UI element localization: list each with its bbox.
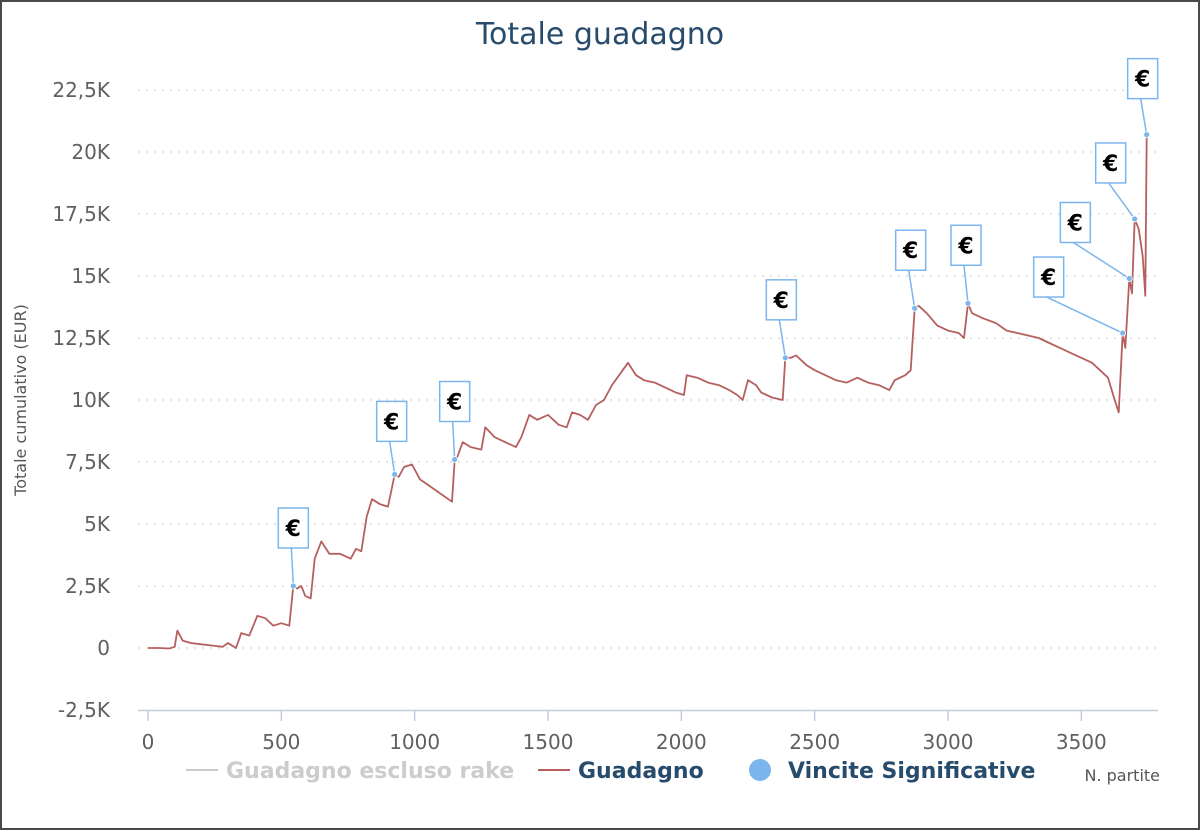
euro-symbol: € bbox=[773, 289, 789, 314]
flag-stem bbox=[388, 441, 396, 475]
y-tick-label: 22,5K bbox=[52, 78, 111, 102]
flag-stem bbox=[907, 270, 916, 309]
euro-symbol: € bbox=[902, 239, 918, 264]
x-tick-label: 3000 bbox=[923, 730, 974, 754]
flag-box bbox=[1032, 256, 1065, 298]
marker-point bbox=[1143, 131, 1151, 139]
flag-box bbox=[894, 229, 927, 271]
chart-title: Totale guadagno bbox=[475, 17, 724, 52]
legend-label: Guadagno bbox=[578, 759, 704, 784]
flag-box bbox=[438, 380, 471, 423]
x-tick-label: 2000 bbox=[656, 730, 707, 754]
y-tick-label: 15K bbox=[71, 264, 110, 288]
legend-symbol bbox=[749, 759, 771, 781]
y-tick-label: 12,5K bbox=[52, 326, 111, 350]
euro-symbol: € bbox=[957, 234, 973, 259]
y-tick-label: 5K bbox=[84, 512, 111, 536]
marker-point bbox=[451, 456, 459, 463]
significant-win-flag[interactable]: € bbox=[1059, 201, 1133, 282]
euro-symbol: € bbox=[1067, 211, 1083, 236]
legend-label: Vincite Significative bbox=[788, 759, 1035, 784]
significant-win-flag[interactable]: € bbox=[950, 224, 982, 307]
grid-lines bbox=[138, 89, 1158, 649]
flag-stem bbox=[1139, 98, 1148, 135]
significant-win-flag[interactable]: € bbox=[1126, 57, 1159, 139]
legend-item[interactable]: Guadagno bbox=[538, 759, 704, 784]
y-tick-label: 10K bbox=[71, 388, 110, 412]
flag-box bbox=[1059, 201, 1092, 244]
significant-win-flag[interactable]: € bbox=[277, 507, 310, 590]
x-tick-label: 0 bbox=[142, 730, 155, 754]
y-axis-ticks: -2,5K 0 2,5K 5K 7,5K 10K 12,5K 15K 17,5K 20K 22,5K bbox=[52, 78, 111, 722]
marker-point bbox=[781, 354, 789, 362]
flag-stem bbox=[778, 319, 787, 358]
flag-stem bbox=[963, 265, 969, 304]
y-tick-label: 17,5K bbox=[52, 202, 111, 226]
legend-label: Guadagno escluso rake bbox=[226, 759, 514, 784]
euro-symbol: € bbox=[1040, 266, 1056, 291]
marker-point bbox=[911, 304, 919, 312]
x-tick-label: 500 bbox=[262, 730, 300, 754]
x-tick-label: 1500 bbox=[523, 730, 574, 754]
x-axis-ticks: 0 500 1000 1500 2000 2500 3000 3500 bbox=[138, 709, 1158, 754]
flag-stem bbox=[1108, 182, 1136, 220]
marker-point bbox=[1125, 275, 1133, 282]
flag-stem bbox=[451, 421, 456, 460]
flag-box bbox=[950, 224, 982, 267]
marker-point bbox=[964, 299, 972, 307]
y-axis-label: Totale cumulativo (EUR) bbox=[11, 304, 30, 497]
x-tick-label: 3500 bbox=[1056, 730, 1107, 754]
marker-point bbox=[391, 470, 399, 478]
significant-win-flag[interactable]: € bbox=[765, 279, 798, 362]
markers-layer: € € € € € € € € € € bbox=[277, 57, 1159, 590]
y-tick-label: 0 bbox=[97, 636, 110, 660]
flag-stem bbox=[290, 547, 295, 587]
significant-win-flag[interactable]: € bbox=[1094, 142, 1139, 223]
significant-win-flag[interactable]: € bbox=[1032, 256, 1127, 337]
flag-box bbox=[277, 507, 310, 549]
significant-win-flag[interactable]: € bbox=[375, 400, 408, 478]
significant-win-flag[interactable]: € bbox=[438, 380, 471, 463]
euro-symbol: € bbox=[1102, 152, 1118, 177]
legend[interactable]: Guadagno escluso rake Guadagno Vincite Sig… bbox=[186, 759, 1035, 784]
y-tick-label: -2,5K bbox=[58, 698, 111, 722]
y-tick-label: 20K bbox=[71, 140, 110, 164]
y-tick-label: 7,5K bbox=[65, 450, 111, 474]
x-tick-label: 2500 bbox=[789, 730, 840, 754]
legend-item[interactable]: Vincite Significative bbox=[749, 759, 1035, 784]
flag-box bbox=[375, 400, 408, 443]
flag-box bbox=[1126, 57, 1159, 100]
marker-point bbox=[1131, 215, 1139, 223]
x-tick-label: 1000 bbox=[389, 730, 440, 754]
flag-stem bbox=[1046, 296, 1123, 334]
euro-symbol: € bbox=[383, 410, 399, 435]
flag-stem bbox=[1072, 241, 1130, 280]
legend-item[interactable]: Guadagno escluso rake bbox=[186, 759, 514, 784]
flag-box bbox=[765, 279, 798, 321]
marker-point bbox=[1119, 329, 1127, 337]
euro-symbol: € bbox=[285, 517, 301, 542]
series-line-guadagno bbox=[148, 134, 1148, 650]
euro-symbol: € bbox=[446, 391, 462, 416]
euro-symbol: € bbox=[1134, 68, 1150, 93]
flag-box bbox=[1094, 142, 1127, 184]
x-axis-label: N. partite bbox=[1084, 766, 1160, 785]
y-tick-label: 2,5K bbox=[65, 574, 111, 598]
significant-win-flag[interactable]: € bbox=[894, 229, 927, 312]
marker-point bbox=[289, 582, 297, 590]
series-layer bbox=[148, 134, 1148, 650]
